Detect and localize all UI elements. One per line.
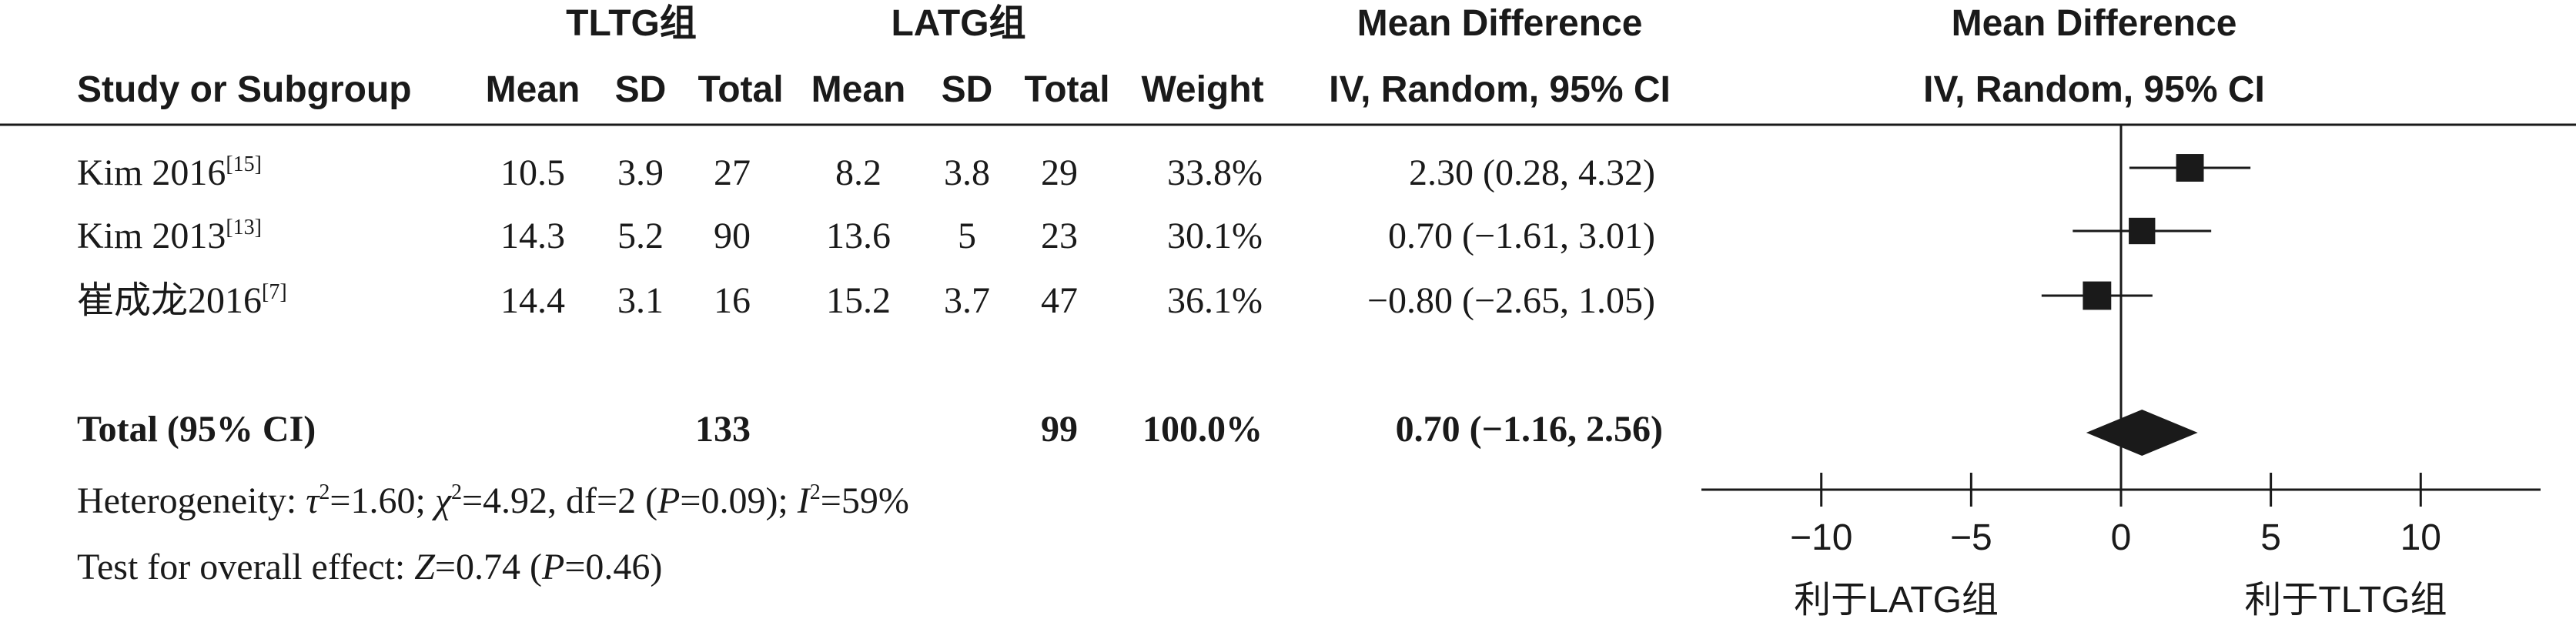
overall-effect-text: Test for overall effect: Z=0.74 (P=0.46) [77, 547, 662, 587]
sd2-cell: 3.8 [944, 152, 990, 193]
total1-col-header: Total [698, 69, 783, 110]
x-tick-label: 0 [2111, 517, 2132, 558]
total1-cell: 27 [714, 152, 751, 193]
sd1-col-header: SD [615, 69, 667, 110]
weight-cell: 33.8% [1167, 152, 1263, 193]
sd2-col-header: SD [942, 69, 993, 110]
ci-cell: 0.70 (−1.16, 2.56) [1396, 409, 1663, 450]
total2-cell: 99 [1041, 409, 1078, 450]
ci-cell: −0.80 (−2.65, 1.05) [1367, 280, 1655, 321]
mean2-cell: 8.2 [835, 152, 882, 193]
ci-cell: 2.30 (0.28, 4.32) [1409, 152, 1655, 193]
x-tick-label: −5 [1950, 517, 1992, 558]
total2-cell: 23 [1041, 216, 1078, 256]
group2-header: LATG组 [891, 3, 1025, 44]
weight-col-header: Weight [1141, 69, 1263, 110]
x-tick-label: 5 [2260, 517, 2281, 558]
pooled-diamond [2086, 410, 2198, 456]
study-point [2176, 154, 2204, 182]
study-name: 崔成龙2016[7] [77, 280, 287, 321]
weight-cell: 36.1% [1167, 280, 1263, 321]
ci-cell: 0.70 (−1.61, 3.01) [1388, 216, 1655, 256]
total1-cell: 90 [714, 216, 751, 256]
total-label: Total (95% CI) [77, 409, 316, 450]
x-tick-label: 10 [2400, 517, 2441, 558]
sd1-cell: 3.9 [617, 152, 664, 193]
total1-cell: 133 [695, 409, 751, 450]
sd2-cell: 3.7 [944, 280, 990, 321]
total2-col-header: Total [1024, 69, 1109, 110]
sd1-cell: 3.1 [617, 280, 664, 321]
group1-header: TLTG组 [566, 3, 697, 44]
sd1-cell: 5.2 [617, 216, 664, 256]
weight-cell: 100.0% [1142, 409, 1263, 450]
study-row-2: Kim 2013[13] 14.3 5.2 90 13.6 5 23 30.1%… [77, 216, 1655, 256]
study-row-3: 崔成龙2016[7] 14.4 3.1 16 15.2 3.7 47 36.1%… [77, 280, 1655, 321]
mean1-cell: 14.3 [500, 216, 565, 256]
study-name: Kim 2013[13] [77, 216, 262, 256]
mean2-cell: 15.2 [826, 280, 891, 321]
study-name: Kim 2016[15] [77, 152, 262, 193]
favours-right-label: 利于TLTG组 [2244, 580, 2447, 621]
heterogeneity-text: Heterogeneity: τ2=1.60; χ2=4.92, df=2 (P… [77, 480, 909, 521]
study-row-1: Kim 2016[15] 10.5 3.9 27 8.2 3.8 29 33.8… [77, 152, 1655, 193]
total1-cell: 16 [714, 280, 751, 321]
favours-left-label: 利于LATG组 [1794, 580, 1999, 621]
plot-method-header: IV, Random, 95% CI [1923, 69, 2265, 110]
plot-title: Mean Difference [1952, 3, 2237, 44]
study-point [2083, 281, 2112, 310]
mean1-col-header: Mean [486, 69, 580, 110]
total2-cell: 29 [1041, 152, 1078, 193]
sd2-cell: 5 [958, 216, 976, 256]
weight-cell: 30.1% [1167, 216, 1263, 256]
md-title: Mean Difference [1357, 3, 1643, 44]
total-row: Total (95% CI) 133 99 100.0% 0.70 (−1.16… [77, 409, 1663, 450]
mean1-cell: 10.5 [500, 152, 565, 193]
x-tick-label: −10 [1790, 517, 1852, 558]
total2-cell: 47 [1041, 280, 1078, 321]
study-col-header: Study or Subgroup [77, 69, 412, 110]
md-method-header: IV, Random, 95% CI [1329, 69, 1671, 110]
study-point [2129, 217, 2156, 245]
mean2-cell: 13.6 [826, 216, 891, 256]
mean1-cell: 14.4 [500, 280, 565, 321]
mean2-col-header: Mean [811, 69, 906, 110]
forest-plot: −10 −5 0 5 10 利于LATG组 利于TLTG组 [1701, 125, 2541, 621]
